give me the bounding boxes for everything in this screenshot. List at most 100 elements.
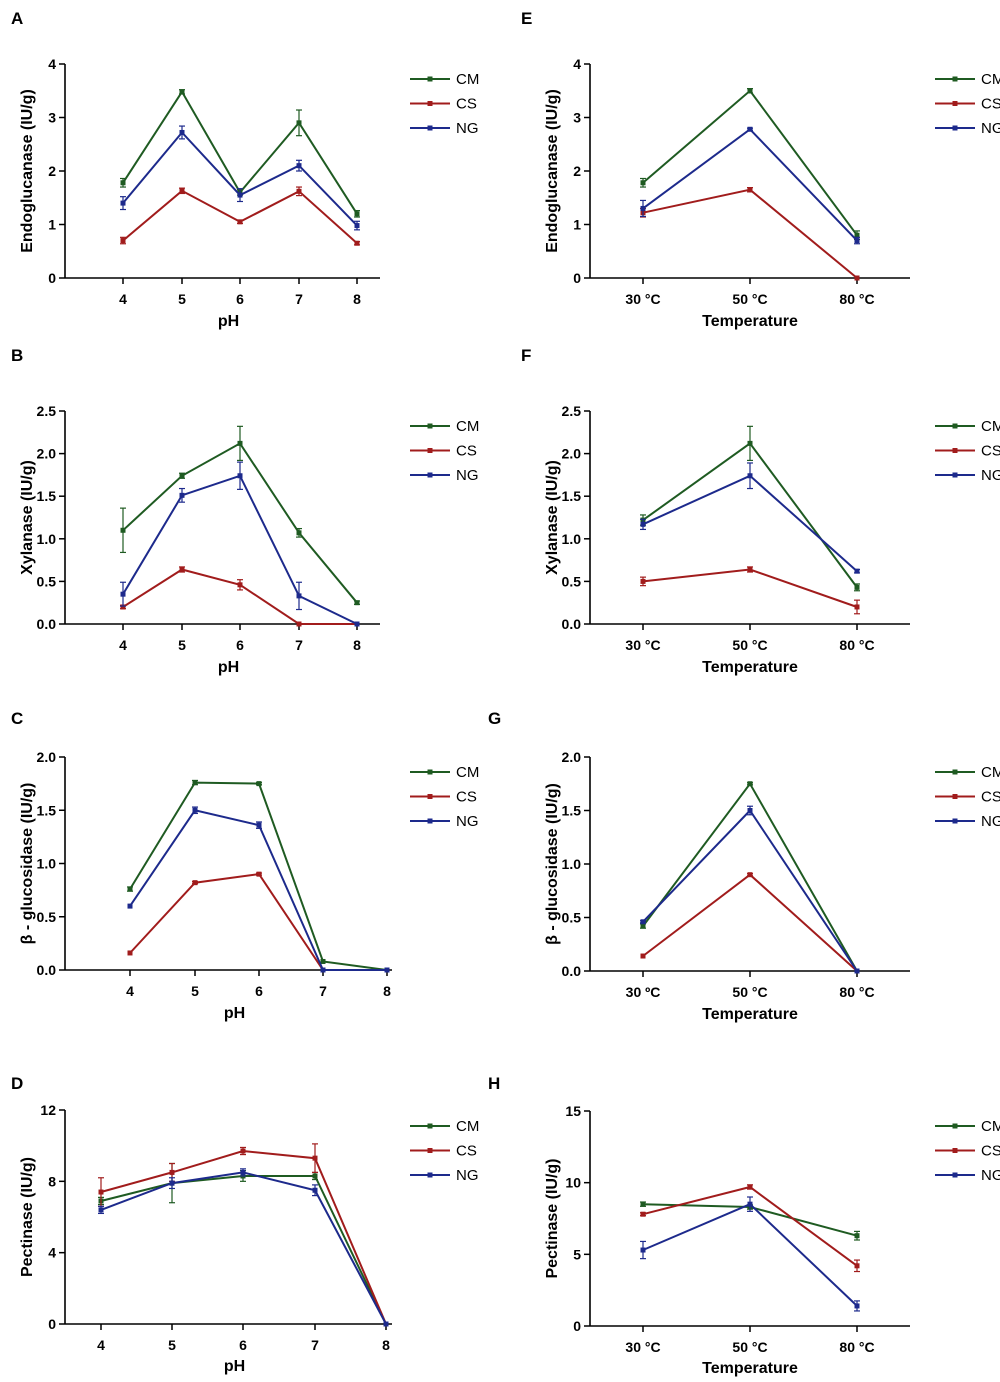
legend-marker-cs — [427, 101, 433, 106]
panel-label: D — [11, 1074, 23, 1093]
x-tick-label: 80 °C — [839, 637, 874, 653]
data-point-cm — [747, 88, 753, 94]
y-tick-label: 4 — [573, 56, 581, 72]
legend-marker-cs — [952, 1148, 958, 1153]
data-point-cs — [354, 240, 360, 246]
y-tick-label: 1.0 — [562, 856, 582, 872]
data-point-cs — [854, 604, 860, 610]
data-point-cm — [640, 1201, 646, 1207]
legend-label-cm: CM — [981, 71, 1000, 88]
data-point-ng — [320, 967, 326, 973]
y-tick-label: 12 — [40, 1102, 56, 1118]
x-axis-label: pH — [224, 1005, 245, 1022]
x-tick-label: 4 — [126, 983, 134, 999]
y-tick-label: 0.5 — [37, 909, 57, 925]
y-tick-label: 2.0 — [37, 446, 57, 462]
data-point-cs — [256, 871, 262, 877]
x-tick-label: 30 ºC — [626, 984, 661, 1000]
legend-label-ng: NG — [981, 1167, 1000, 1184]
legend-label-ng: NG — [456, 467, 479, 484]
legend-marker-ng — [427, 1172, 433, 1178]
legend-label-cm: CM — [456, 1118, 479, 1135]
data-point-ng — [747, 808, 753, 813]
y-axis-label: Pectinase (IU/g) — [544, 1158, 561, 1278]
y-tick-label: 3 — [573, 110, 581, 126]
legend-label-cs: CS — [456, 1143, 477, 1160]
data-point-ng — [354, 223, 360, 229]
data-point-ng — [383, 1321, 389, 1327]
data-point-ng — [120, 200, 126, 206]
legend-marker-cm — [952, 76, 958, 82]
x-tick-label: 5 — [178, 637, 186, 653]
y-tick-label: 4 — [48, 56, 56, 72]
legend-label-cm: CM — [456, 764, 479, 781]
x-tick-label: 6 — [236, 291, 244, 307]
legend-marker-ng — [952, 125, 958, 131]
x-tick-label: 5 — [168, 1337, 176, 1353]
x-tick-label: 30 °C — [625, 637, 660, 653]
data-point-cs — [747, 566, 753, 572]
data-point-cs — [296, 188, 302, 194]
y-tick-label: 0 — [48, 270, 56, 286]
y-tick-label: 1.0 — [37, 856, 57, 872]
x-tick-label: 7 — [295, 637, 303, 653]
data-point-cm — [640, 180, 646, 186]
y-tick-label: 1.5 — [37, 802, 57, 818]
panel-label: A — [11, 9, 23, 28]
data-point-ng — [120, 591, 126, 597]
series-line-cs — [642, 568, 858, 608]
y-axis-label: Endoglucanase (IU/g) — [19, 89, 36, 253]
panel-a: A 0 1 2 3 4 4 5 6 7 8 pH Endoglucanase (IU/g) CM CS NG — [11, 9, 479, 330]
data-point-ng — [640, 205, 646, 211]
x-tick-label: 7 — [319, 983, 327, 999]
data-point-ng — [854, 238, 860, 244]
y-tick-label: 10 — [565, 1175, 581, 1191]
panel-label: C — [11, 709, 23, 728]
panel-label: G — [488, 709, 501, 728]
y-tick-label: 0.5 — [37, 573, 57, 589]
legend-label-cs: CS — [456, 443, 477, 460]
y-tick-label: 0 — [48, 1316, 56, 1332]
data-point-cs — [120, 604, 126, 610]
x-tick-label: 80 °C — [839, 1339, 874, 1355]
y-tick-label: 1 — [573, 217, 581, 233]
series-line-cm — [642, 89, 858, 236]
data-point-ng — [854, 568, 860, 574]
y-tick-label: 0 — [573, 270, 581, 286]
y-tick-label: 3 — [48, 110, 56, 126]
data-point-cs — [237, 582, 243, 588]
data-point-cs — [296, 621, 302, 627]
legend-marker-cm — [427, 1123, 433, 1129]
x-tick-label: 30 °C — [625, 1339, 660, 1355]
data-point-cs — [120, 238, 126, 244]
panel-e: E 0 1 2 3 4 30 °C 50 °C 80 °C Temperature Endogluc… — [521, 9, 1000, 330]
legend-label-ng: NG — [981, 120, 1000, 137]
data-point-cm — [296, 120, 302, 126]
x-tick-label: 6 — [255, 983, 263, 999]
data-point-ng — [192, 807, 198, 813]
data-point-cs — [237, 219, 243, 225]
data-point-cm — [747, 781, 753, 787]
data-point-cs — [169, 1169, 175, 1175]
y-axis-label: Endoglucanase (IU/g) — [544, 89, 561, 253]
legend-marker-ng — [427, 472, 433, 478]
x-tick-label: 8 — [353, 637, 361, 653]
y-tick-label: 15 — [565, 1103, 581, 1119]
y-axis-label: Xylanase (IU/g) — [19, 460, 36, 575]
legend-marker-ng — [952, 472, 958, 478]
legend-label-cm: CM — [981, 764, 1000, 781]
legend-label-cs: CS — [456, 96, 477, 113]
data-point-cs — [854, 1263, 860, 1269]
data-point-cs — [640, 953, 646, 959]
legend-marker-cm — [427, 769, 433, 775]
x-axis-label: Temperature — [702, 1006, 798, 1023]
legend-marker-cm — [427, 76, 433, 82]
y-axis-label: β - glucosidase (IU/g) — [19, 783, 36, 945]
x-tick-label: 80 °C — [839, 984, 874, 1000]
data-point-cm — [320, 958, 326, 964]
x-tick-label: 8 — [382, 1337, 390, 1353]
series-line-ng — [642, 1203, 858, 1307]
data-point-cs — [640, 1211, 646, 1217]
data-point-ng — [296, 163, 302, 169]
series-line-ng — [100, 1171, 387, 1325]
